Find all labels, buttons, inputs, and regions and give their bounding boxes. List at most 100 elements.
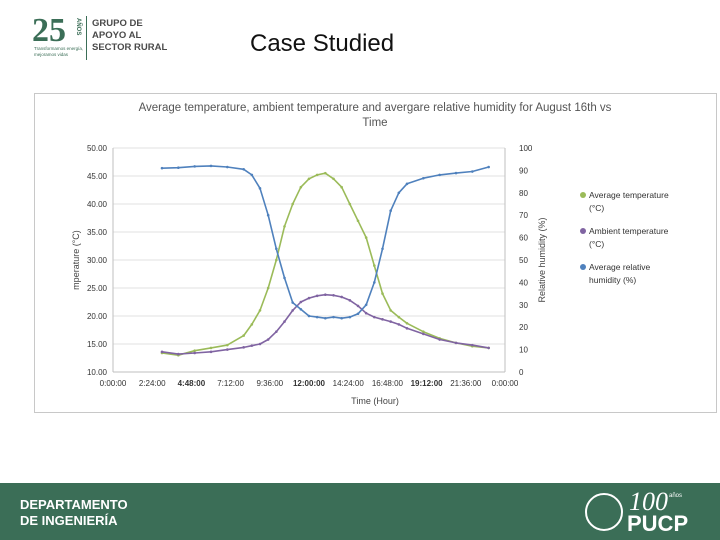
department-line-1: DEPARTAMENTO: [20, 497, 128, 512]
chart-title-line-1: Average temperature, ambient temperature…: [139, 102, 612, 114]
x-tick-label: 0:00:00: [492, 379, 519, 388]
series-point-1: [454, 341, 458, 345]
series-point-2: [389, 209, 392, 213]
series-point-2: [226, 165, 229, 169]
legend-label-2: humidity (%): [589, 275, 636, 285]
chart-title-line-2: Time: [362, 117, 387, 129]
logo-line-3: SECTOR RURAL: [92, 42, 168, 53]
logo-divider: [86, 16, 87, 60]
series-point-2: [438, 173, 441, 177]
series-point-2: [324, 316, 327, 320]
centenary-number: 100: [629, 487, 668, 516]
y2-tick-label: 40: [519, 278, 528, 287]
x-tick-label: 12:00:00: [293, 379, 326, 388]
series-point-2: [266, 213, 270, 217]
series-point-0: [324, 171, 327, 175]
pucp-logo: 100 años PUCP: [585, 487, 715, 536]
series-point-1: [356, 304, 360, 308]
x-tick-label: 7:12:00: [217, 379, 244, 388]
y2-tick-label: 0: [519, 368, 524, 377]
series-point-1: [381, 318, 384, 321]
series-point-1: [250, 344, 254, 347]
series-point-0: [397, 315, 401, 319]
legend-marker-0: [580, 192, 586, 198]
series-point-1: [283, 320, 286, 323]
series-point-1: [299, 300, 303, 304]
y2-tick-label: 100: [519, 144, 533, 153]
series-point-2: [160, 166, 164, 170]
x-tick-label: 14:24:00: [333, 379, 365, 388]
series-point-1: [348, 299, 352, 302]
y-tick-label: 35.00: [87, 228, 108, 237]
y-tick-label: 25.00: [87, 284, 108, 293]
series-point-1: [266, 338, 270, 341]
x-tick-label: 16:48:00: [372, 379, 404, 388]
gaser-logo: 25 AÑOS Transformamos energía, mejoramos…: [30, 12, 190, 64]
series-point-1: [307, 296, 311, 300]
y2-tick-label: 90: [519, 166, 528, 175]
logo-line-1: GRUPO DE: [92, 18, 143, 29]
series-point-1: [315, 294, 319, 298]
y-tick-label: 20.00: [87, 312, 108, 321]
legend-marker-2: [580, 264, 586, 270]
y2-tick-label: 70: [519, 211, 528, 220]
series-point-2: [275, 247, 278, 251]
y2-axis-label: Relative humidity (%): [537, 217, 547, 302]
series-point-0: [348, 202, 352, 206]
chart-frame: Average temperature, ambient temperature…: [34, 93, 717, 413]
series-point-2: [348, 315, 352, 319]
series-point-1: [471, 343, 474, 347]
x-tick-label: 9:36:00: [256, 379, 283, 388]
series-point-0: [307, 177, 311, 181]
series-point-0: [389, 309, 392, 312]
series-point-1: [405, 327, 409, 330]
series-point-2: [364, 303, 368, 307]
series-point-1: [438, 338, 441, 341]
series-point-2: [209, 164, 213, 168]
x-tick-label: 4:48:00: [178, 379, 206, 388]
department-label: DEPARTAMENTO DE INGENIERÍA: [20, 497, 128, 529]
series-point-2: [307, 314, 311, 318]
x-tick-label: 21:36:00: [450, 379, 482, 388]
series-point-1: [258, 342, 262, 346]
series-point-0: [405, 321, 409, 325]
series-point-0: [340, 185, 343, 189]
y2-tick-label: 80: [519, 189, 528, 198]
series-point-0: [266, 286, 270, 290]
y-tick-label: 15.00: [87, 340, 108, 349]
y-tick-label: 40.00: [87, 200, 108, 209]
legend-label-1: Ambient temperature: [589, 226, 669, 236]
series-point-1: [373, 315, 376, 319]
x-tick-label: 0:00:00: [100, 379, 127, 388]
series-line-0: [161, 172, 489, 357]
y2-tick-label: 30: [519, 301, 528, 310]
series-point-0: [381, 292, 384, 295]
y-tick-label: 10.00: [87, 368, 108, 377]
series-point-0: [283, 225, 286, 228]
series-point-1: [177, 352, 180, 356]
series-point-2: [405, 182, 409, 186]
series-point-2: [373, 281, 376, 284]
legend-label-2: Average relative: [589, 262, 651, 272]
y2-tick-label: 20: [519, 323, 528, 332]
legend-label-1: (°C): [589, 239, 604, 249]
x-tick-label: 19:12:00: [411, 379, 444, 388]
logo-text: GRUPO DE APOYO AL SECTOR RURAL: [92, 18, 167, 54]
series-point-2: [299, 307, 303, 311]
series-point-0: [242, 334, 245, 337]
series-point-1: [160, 350, 164, 354]
series-point-2: [250, 173, 254, 177]
series-point-0: [258, 309, 262, 312]
series-point-1: [209, 350, 213, 354]
series-point-0: [422, 330, 425, 333]
y2-tick-label: 50: [519, 256, 528, 265]
slide-title: Case Studied: [250, 30, 395, 57]
series-point-0: [373, 264, 376, 267]
university-name: PUCP: [627, 511, 689, 536]
series-point-2: [454, 171, 458, 175]
university-seal-icon: [585, 493, 623, 531]
series-point-2: [422, 176, 425, 180]
series-point-1: [487, 346, 490, 350]
series-point-0: [299, 185, 303, 189]
series-point-2: [315, 315, 319, 319]
